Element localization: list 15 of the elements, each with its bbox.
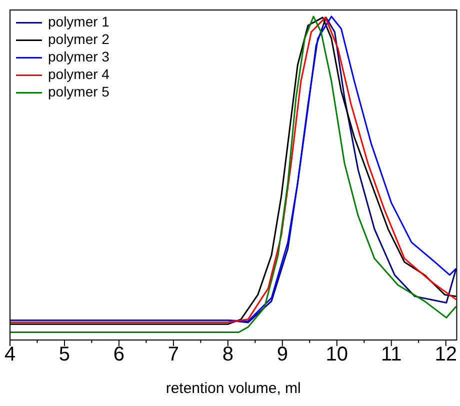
legend-label: polymer 3 [48,48,110,65]
legend-label: polymer 5 [48,84,110,100]
x-tick-label: 10 [326,344,348,366]
x-tick-label: 11 [380,344,402,366]
x-tick-label: 5 [58,344,70,366]
x-axis-title: retention volume, ml [166,380,301,398]
legend-label: polymer 2 [48,31,110,48]
legend-label: polymer 4 [48,66,110,82]
x-tick-label: 9 [276,344,288,366]
x-tick-label: 4 [4,344,16,366]
legend-label: polymer 1 [48,14,110,30]
x-tick-label: 6 [113,344,125,366]
x-tick-label: 12 [434,344,457,366]
x-tick-label: 8 [222,344,234,366]
x-tick-label: 7 [168,344,179,366]
